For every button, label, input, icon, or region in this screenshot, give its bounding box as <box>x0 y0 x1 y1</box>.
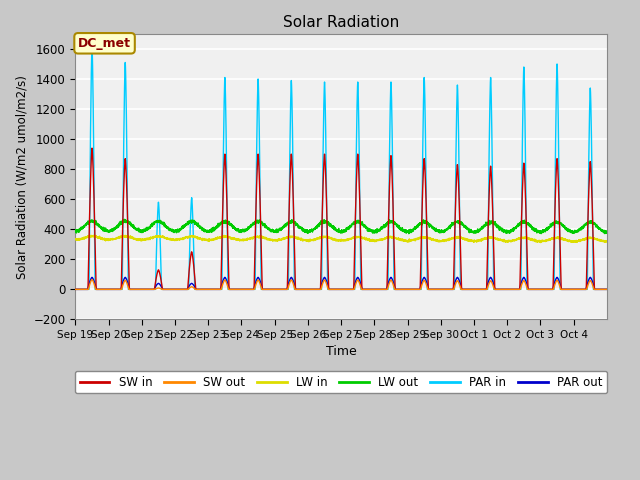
Text: DC_met: DC_met <box>78 37 131 50</box>
Y-axis label: Solar Radiation (W/m2 umol/m2/s): Solar Radiation (W/m2 umol/m2/s) <box>15 75 28 278</box>
Title: Solar Radiation: Solar Radiation <box>283 15 399 30</box>
X-axis label: Time: Time <box>326 346 356 359</box>
Legend: SW in, SW out, LW in, LW out, PAR in, PAR out: SW in, SW out, LW in, LW out, PAR in, PA… <box>75 371 607 394</box>
